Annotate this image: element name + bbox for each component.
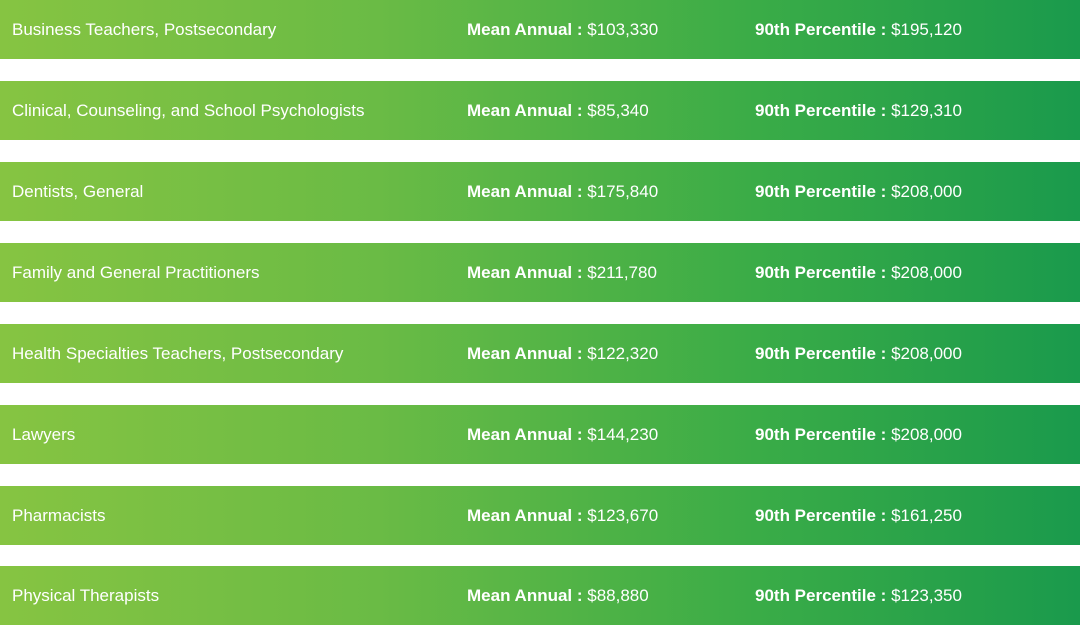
occupation-name: Business Teachers, Postsecondary	[12, 20, 277, 39]
separator: :	[875, 344, 892, 363]
p90-value: $208,000	[891, 263, 962, 282]
p90-value: $195,120	[891, 20, 962, 39]
mean-value: $85,340	[587, 101, 649, 120]
percentile-90: 90th Percentile : $195,120	[755, 0, 962, 59]
occupation-name: Pharmacists	[12, 506, 106, 525]
separator: :	[572, 425, 588, 444]
separator: :	[875, 20, 892, 39]
mean-annual: Mean Annual : $123,670	[467, 486, 658, 545]
p90-label: 90th Percentile	[755, 101, 876, 120]
p90-value: $208,000	[891, 344, 962, 363]
separator: :	[572, 182, 588, 201]
mean-label: Mean Annual	[467, 344, 573, 363]
mean-value: $144,230	[587, 425, 659, 444]
occupation-name: Physical Therapists	[12, 586, 160, 605]
list-item: Health Specialties Teachers, Postseconda…	[0, 324, 1080, 383]
separator: :	[875, 425, 892, 444]
separator: :	[875, 101, 892, 120]
separator: :	[875, 263, 892, 282]
p90-label: 90th Percentile	[755, 425, 876, 444]
percentile-90: 90th Percentile : $129,310	[755, 81, 962, 140]
mean-value: $123,670	[587, 506, 659, 525]
mean-value: $122,320	[587, 344, 659, 363]
p90-label: 90th Percentile	[755, 586, 876, 605]
separator: :	[572, 263, 588, 282]
separator: :	[875, 182, 892, 201]
separator: :	[875, 506, 892, 525]
mean-label: Mean Annual	[467, 506, 573, 525]
occupation-name: Clinical, Counseling, and School Psychol…	[12, 101, 365, 120]
separator: :	[572, 20, 588, 39]
percentile-90: 90th Percentile : $208,000	[755, 162, 962, 221]
mean-label: Mean Annual	[467, 182, 573, 201]
mean-annual: Mean Annual : $144,230	[467, 405, 658, 464]
mean-annual: Mean Annual : $211,780	[467, 243, 657, 302]
list-item: Business Teachers, Postsecondary Mean An…	[0, 0, 1080, 59]
mean-value: $211,780	[587, 263, 657, 282]
mean-annual: Mean Annual : $175,840	[467, 162, 658, 221]
p90-value: $123,350	[891, 586, 962, 605]
mean-annual: Mean Annual : $103,330	[467, 0, 658, 59]
occupation-name: Dentists, General	[12, 182, 144, 201]
separator: :	[572, 344, 588, 363]
separator: :	[572, 586, 588, 605]
percentile-90: 90th Percentile : $208,000	[755, 405, 962, 464]
p90-label: 90th Percentile	[755, 506, 876, 525]
p90-label: 90th Percentile	[755, 182, 876, 201]
p90-value: $208,000	[891, 425, 962, 444]
percentile-90: 90th Percentile : $208,000	[755, 243, 962, 302]
p90-label: 90th Percentile	[755, 263, 876, 282]
mean-label: Mean Annual	[467, 425, 573, 444]
list-item: Lawyers Mean Annual : $144,230 90th Perc…	[0, 405, 1080, 464]
percentile-90: 90th Percentile : $208,000	[755, 324, 962, 383]
list-item: Clinical, Counseling, and School Psychol…	[0, 81, 1080, 140]
p90-label: 90th Percentile	[755, 344, 876, 363]
list-item: Dentists, General Mean Annual : $175,840…	[0, 162, 1080, 221]
p90-label: 90th Percentile	[755, 20, 876, 39]
percentile-90: 90th Percentile : $123,350	[755, 566, 962, 625]
occupation-name: Family and General Practitioners	[12, 263, 260, 282]
separator: :	[572, 101, 588, 120]
list-item: Pharmacists Mean Annual : $123,670 90th …	[0, 486, 1080, 545]
mean-label: Mean Annual	[467, 101, 573, 120]
mean-label: Mean Annual	[467, 20, 573, 39]
list-item: Physical Therapists Mean Annual : $88,88…	[0, 566, 1080, 625]
mean-value: $103,330	[587, 20, 659, 39]
mean-annual: Mean Annual : $85,340	[467, 81, 649, 140]
percentile-90: 90th Percentile : $161,250	[755, 486, 962, 545]
p90-value: $129,310	[891, 101, 962, 120]
occupation-name: Health Specialties Teachers, Postseconda…	[12, 344, 344, 363]
separator: :	[572, 506, 588, 525]
separator: :	[875, 586, 892, 605]
mean-annual: Mean Annual : $88,880	[467, 566, 649, 625]
mean-annual: Mean Annual : $122,320	[467, 324, 658, 383]
mean-label: Mean Annual	[467, 263, 573, 282]
mean-label: Mean Annual	[467, 586, 573, 605]
mean-value: $175,840	[587, 182, 659, 201]
mean-value: $88,880	[587, 586, 649, 605]
occupation-name: Lawyers	[12, 425, 76, 444]
p90-value: $161,250	[891, 506, 962, 525]
p90-value: $208,000	[891, 182, 962, 201]
list-item: Family and General Practitioners Mean An…	[0, 243, 1080, 302]
